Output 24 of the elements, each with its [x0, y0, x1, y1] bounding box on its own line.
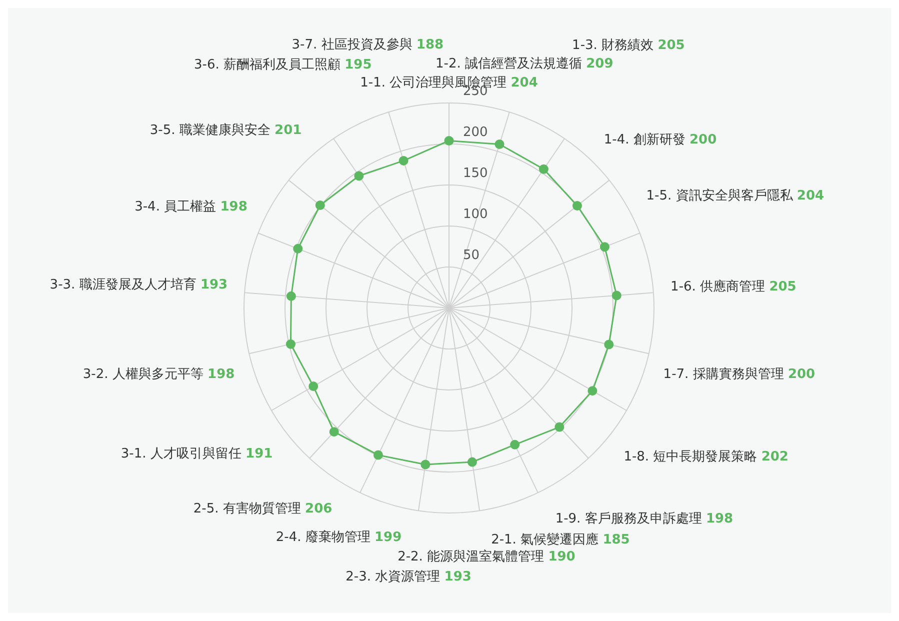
- spoke-label: 1-6. 供應商管理 205: [670, 279, 796, 294]
- spoke-label: 2-4. 廢棄物管理 199: [276, 528, 402, 544]
- spoke-label: 3-6. 薪酬福利及員工照顧 195: [194, 56, 372, 72]
- spoke-label: 2-1. 氣候變遷因應 185: [491, 532, 630, 547]
- spoke-label: 1-9. 客戶服務及申訴處理 198: [555, 510, 734, 526]
- spoke-label: 1-7. 採購實務與管理 200: [663, 366, 816, 382]
- spoke-label: 3-2. 人權與多元平等 198: [82, 366, 235, 382]
- y-tick-label: 150: [463, 166, 488, 181]
- spoke-label: 3-7. 社區投資及參與 188: [292, 36, 444, 52]
- spoke-label: 2-2. 能源與溫室氣體管理 190: [398, 548, 576, 564]
- spoke-label: 1-5. 資訊安全與客戶隱私 204: [646, 187, 824, 204]
- spoke-label: 3-4. 員工權益 198: [134, 199, 248, 214]
- spoke-label: 3-1. 人才吸引與留任 191: [120, 446, 273, 462]
- spoke-label: 2-3. 水資源管理 193: [346, 568, 472, 584]
- spoke-label: 1-2. 誠信經營及法規遵循 209: [436, 55, 614, 72]
- spoke-label: 1-3. 財務績效 205: [572, 37, 685, 52]
- y-tick-label: 100: [463, 207, 488, 222]
- spoke-label: 3-5. 職業健康與安全 201: [150, 122, 302, 138]
- spoke-label: 1-4. 創新研發 200: [604, 132, 717, 148]
- y-tick-label: 200: [463, 125, 488, 140]
- spoke-label: 3-3. 職涯發展及人才培育 193: [50, 276, 228, 292]
- spoke-label: 2-5. 有害物質管理 206: [193, 500, 332, 516]
- y-tick-label: 50: [463, 248, 480, 263]
- spoke-label: 1-8. 短中長期發展策略 202: [624, 448, 788, 464]
